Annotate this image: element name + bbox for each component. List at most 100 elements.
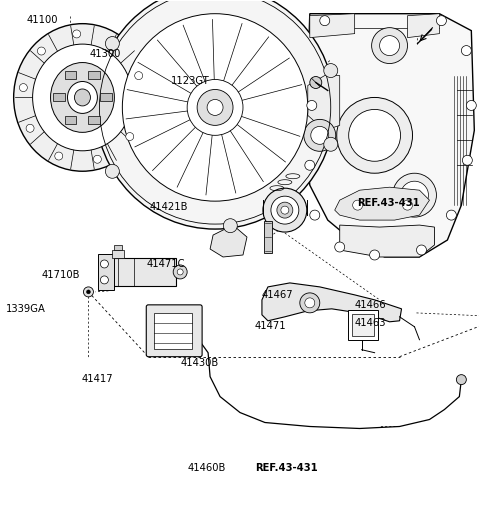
Text: 41100: 41100 (27, 15, 59, 25)
Circle shape (462, 155, 472, 165)
Text: 41463: 41463 (355, 318, 386, 328)
Circle shape (324, 64, 338, 78)
Circle shape (94, 155, 101, 163)
Circle shape (446, 210, 456, 220)
Circle shape (461, 45, 471, 56)
Bar (100, 93, 112, 102)
Text: 1123GT: 1123GT (170, 76, 209, 86)
Circle shape (72, 30, 81, 38)
Circle shape (177, 269, 183, 275)
Circle shape (310, 77, 322, 88)
Ellipse shape (207, 99, 223, 116)
Circle shape (370, 250, 380, 260)
Circle shape (380, 36, 399, 56)
Circle shape (271, 196, 299, 224)
Bar (264, 221, 272, 253)
Circle shape (417, 245, 426, 255)
Circle shape (403, 200, 412, 210)
Circle shape (100, 260, 108, 268)
Circle shape (19, 84, 27, 91)
Text: 41466: 41466 (355, 300, 386, 311)
Ellipse shape (33, 44, 132, 151)
Circle shape (307, 100, 317, 111)
Text: 41421B: 41421B (149, 202, 188, 212)
Circle shape (305, 298, 315, 308)
Circle shape (457, 376, 465, 384)
Circle shape (263, 188, 307, 232)
Ellipse shape (96, 0, 335, 229)
Circle shape (336, 97, 412, 173)
Bar (348, 310, 378, 340)
Circle shape (86, 290, 90, 294)
Bar (88, 71, 100, 79)
Circle shape (310, 210, 320, 220)
Circle shape (400, 181, 429, 209)
Bar (112, 250, 124, 258)
Circle shape (281, 206, 289, 214)
Circle shape (372, 28, 408, 64)
Circle shape (106, 36, 120, 51)
Bar (64, 71, 76, 79)
Ellipse shape (13, 24, 151, 171)
Polygon shape (98, 254, 114, 290)
Text: 41467: 41467 (262, 290, 293, 300)
Polygon shape (310, 14, 355, 38)
Bar (88, 116, 100, 124)
Circle shape (320, 16, 330, 26)
Circle shape (277, 202, 293, 218)
Circle shape (84, 287, 94, 297)
Text: 41460B: 41460B (187, 463, 226, 473)
FancyBboxPatch shape (146, 305, 202, 357)
Circle shape (456, 375, 467, 385)
Circle shape (100, 276, 108, 284)
Text: 1339GA: 1339GA (5, 304, 45, 314)
Polygon shape (340, 225, 434, 257)
Bar (114, 245, 122, 250)
Circle shape (305, 160, 315, 170)
Text: 41417: 41417 (82, 374, 114, 384)
Text: 41300: 41300 (89, 48, 120, 59)
Circle shape (110, 39, 119, 47)
Circle shape (223, 219, 237, 233)
Polygon shape (262, 283, 402, 322)
Circle shape (37, 47, 46, 55)
Circle shape (304, 119, 336, 152)
Polygon shape (305, 14, 474, 257)
Text: REF.43-431: REF.43-431 (357, 198, 420, 208)
Circle shape (26, 124, 34, 132)
Text: 41430B: 41430B (180, 358, 218, 368)
Circle shape (106, 164, 120, 178)
Bar (352, 314, 373, 336)
Text: 41471: 41471 (254, 321, 286, 330)
Circle shape (135, 72, 143, 80)
Circle shape (353, 200, 363, 210)
Circle shape (393, 173, 436, 217)
Circle shape (300, 293, 320, 313)
Ellipse shape (68, 81, 97, 114)
Text: REF.43-431: REF.43-431 (255, 463, 318, 473)
Text: 41471C: 41471C (147, 259, 185, 269)
Bar (64, 116, 76, 124)
Circle shape (126, 132, 134, 140)
Polygon shape (408, 14, 439, 38)
Polygon shape (335, 187, 430, 220)
Polygon shape (210, 225, 247, 257)
Ellipse shape (187, 79, 243, 135)
Ellipse shape (197, 89, 233, 125)
Ellipse shape (122, 14, 308, 201)
Circle shape (348, 110, 400, 161)
Bar (52, 93, 64, 102)
Circle shape (173, 265, 187, 279)
Text: 41710B: 41710B (41, 270, 80, 280)
Polygon shape (308, 76, 340, 130)
Circle shape (335, 242, 345, 252)
Ellipse shape (74, 89, 90, 106)
Polygon shape (107, 258, 176, 286)
Circle shape (55, 152, 63, 160)
Circle shape (467, 100, 476, 111)
Bar (154, 313, 192, 349)
Circle shape (311, 126, 329, 144)
Circle shape (436, 16, 446, 26)
Ellipse shape (50, 63, 114, 132)
Circle shape (324, 137, 338, 151)
